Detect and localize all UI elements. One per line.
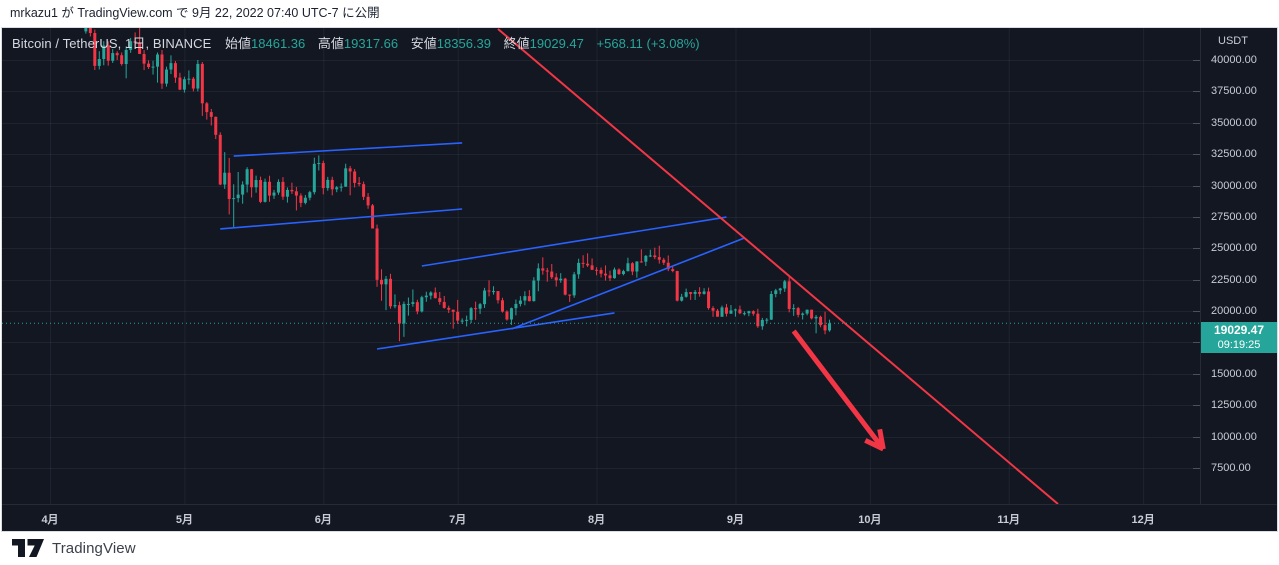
last-price-value: 19029.47 (1213, 323, 1265, 337)
price-axis-label: 10000.00 (1211, 430, 1257, 443)
tradingview-brand-text: TradingView (52, 540, 136, 557)
price-axis-ticks (1193, 60, 1200, 469)
price-axis-label: 32500.00 (1211, 148, 1257, 161)
time-axis-label: 4月 (41, 514, 59, 526)
publish-text: mrkazu1 が TradingView.com で 9月 22, 2022 … (10, 6, 380, 20)
price-axis-label: 25000.00 (1211, 242, 1257, 255)
countdown-timer: 09:19:25 (1217, 339, 1261, 351)
candlestick-chart[interactable] (2, 28, 1200, 504)
time-axis[interactable]: 4月 5月 6月 7月 8月 9月 10月 11月 12月 (2, 504, 1277, 531)
price-axis-label: 30000.00 (1211, 179, 1257, 192)
ohlc-close: 終値19029.47 (503, 36, 584, 51)
price-axis-label: 7500.00 (1211, 462, 1251, 474)
channel-lines[interactable] (220, 142, 745, 350)
arrow-annotation[interactable] (791, 329, 886, 452)
tradingview-logo-icon (12, 539, 44, 557)
price-axis-label: 37500.00 (1211, 85, 1257, 98)
time-axis-label: 7月 (449, 514, 467, 526)
candle-series (84, 28, 832, 342)
time-axis-label: 5月 (175, 514, 193, 526)
tradingview-brand-link[interactable]: TradingView (12, 539, 136, 558)
price-axis-label: 12500.00 (1211, 399, 1257, 412)
last-price-label: 19029.47 09:19:25 (1201, 322, 1277, 353)
ohlc-low: 安値18356.39 (410, 36, 492, 51)
price-change: +568.11 (+3.08%) (596, 36, 700, 51)
price-axis-label: 27500.00 (1211, 210, 1257, 223)
price-axis-label: 20000.00 (1211, 305, 1257, 318)
site-footer: TradingView (0, 532, 1279, 565)
axis-currency-label: USDT (1218, 35, 1248, 47)
price-axis-label: 40000.00 (1211, 54, 1257, 66)
publish-bar: mrkazu1 が TradingView.com で 9月 22, 2022 … (0, 0, 1279, 27)
time-axis-label: 8月 (587, 514, 606, 526)
gridlines (2, 28, 1200, 504)
price-axis-label: 22500.00 (1211, 273, 1257, 286)
time-axis-label: 11月 (997, 514, 1021, 526)
price-axis-label: 35000.00 (1211, 116, 1257, 129)
symbol-title[interactable]: Bitcoin / TetherUS, 1日, BINANCE (12, 36, 212, 51)
ohlc-high: 高値19317.66 (317, 36, 399, 51)
ohlc-open: 始値18461.36 (225, 36, 306, 51)
price-axis-label: 15000.00 (1211, 367, 1257, 380)
trendline[interactable] (497, 28, 1059, 504)
time-axis-label: 10月 (858, 514, 882, 526)
chart-container: Bitcoin / TetherUS, 1日, BINANCE 始値18461.… (1, 27, 1278, 532)
time-axis-label: 12月 (1131, 514, 1155, 526)
time-axis-label: 9月 (726, 514, 744, 526)
chart-legend: Bitcoin / TetherUS, 1日, BINANCE 始値18461.… (12, 35, 700, 53)
price-axis[interactable]: USDT 7500.0010000.0012500.0015000.001750… (1200, 28, 1277, 504)
time-axis-label: 6月 (314, 514, 332, 526)
